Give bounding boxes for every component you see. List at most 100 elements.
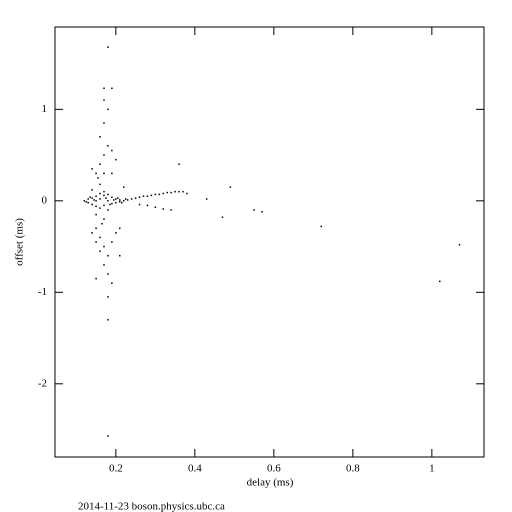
point xyxy=(95,200,97,202)
point xyxy=(95,213,97,216)
point xyxy=(166,191,168,194)
point xyxy=(109,203,111,206)
point xyxy=(174,190,176,193)
point xyxy=(107,108,109,111)
point xyxy=(117,197,119,199)
point xyxy=(99,198,101,200)
x-axis-label: delay (ms) xyxy=(247,477,294,489)
point xyxy=(111,149,113,152)
point xyxy=(119,254,121,257)
point xyxy=(253,209,255,211)
y-tick-label: -2 xyxy=(38,377,47,389)
point xyxy=(99,163,101,165)
point xyxy=(91,197,93,199)
point xyxy=(103,122,105,124)
point xyxy=(111,241,113,243)
point xyxy=(95,227,97,230)
point xyxy=(170,191,172,194)
point xyxy=(91,203,93,206)
point xyxy=(103,204,105,207)
point xyxy=(124,198,127,200)
point xyxy=(122,200,125,202)
point xyxy=(119,200,121,203)
point xyxy=(101,222,103,225)
point xyxy=(107,145,109,147)
point xyxy=(107,319,109,321)
point xyxy=(111,87,113,90)
point xyxy=(205,198,208,200)
point xyxy=(95,205,97,208)
x-tick-label: 0.2 xyxy=(109,463,123,475)
point xyxy=(107,435,109,437)
point xyxy=(107,193,109,196)
point xyxy=(150,194,153,197)
point xyxy=(115,158,117,161)
point xyxy=(103,194,105,197)
point xyxy=(119,227,121,230)
point xyxy=(146,195,149,198)
point xyxy=(105,197,107,199)
point xyxy=(122,186,125,188)
point xyxy=(95,277,97,280)
point xyxy=(103,218,105,220)
y-axis-label: offset (ms) xyxy=(14,218,26,266)
x-tick-label: 0.6 xyxy=(267,463,281,475)
point xyxy=(115,232,117,234)
point xyxy=(130,198,133,200)
point xyxy=(138,203,141,206)
x-tick-label: 1 xyxy=(429,463,435,475)
point xyxy=(154,193,157,196)
point xyxy=(85,200,87,203)
point xyxy=(99,250,101,252)
point xyxy=(320,225,322,228)
plot-frame xyxy=(54,26,485,458)
point xyxy=(99,136,101,138)
point xyxy=(91,232,93,234)
point xyxy=(103,172,105,175)
point xyxy=(113,199,115,201)
point xyxy=(107,273,109,275)
point xyxy=(458,243,461,246)
x-tick-label: 0.4 xyxy=(188,463,202,475)
point xyxy=(91,189,93,191)
point xyxy=(170,209,172,211)
point xyxy=(111,282,113,284)
point xyxy=(138,196,141,198)
point xyxy=(89,196,91,198)
y-tick-label: 1 xyxy=(42,103,48,115)
point xyxy=(261,211,263,213)
point xyxy=(115,201,117,204)
point xyxy=(107,200,109,202)
point xyxy=(91,168,93,170)
point xyxy=(103,190,105,193)
point xyxy=(83,200,85,202)
point xyxy=(162,192,164,195)
point xyxy=(154,206,157,208)
point xyxy=(119,199,121,201)
point xyxy=(103,264,105,266)
point xyxy=(87,198,89,200)
point xyxy=(95,172,97,175)
point xyxy=(221,216,224,219)
point xyxy=(87,201,89,204)
point xyxy=(182,190,184,193)
point xyxy=(95,241,97,243)
point xyxy=(103,154,105,156)
point xyxy=(126,199,129,201)
point xyxy=(99,192,101,195)
point xyxy=(107,254,109,257)
point xyxy=(162,208,164,210)
point xyxy=(93,199,95,201)
point xyxy=(107,46,109,48)
point xyxy=(121,201,123,204)
point xyxy=(97,177,99,179)
point xyxy=(178,163,180,165)
point xyxy=(142,195,145,198)
point xyxy=(111,202,113,205)
footer: 2014-11-23 boson.physics.ubc.ca xyxy=(78,501,225,512)
point xyxy=(107,209,109,211)
point xyxy=(103,245,105,248)
point xyxy=(115,198,117,200)
point xyxy=(146,204,149,207)
